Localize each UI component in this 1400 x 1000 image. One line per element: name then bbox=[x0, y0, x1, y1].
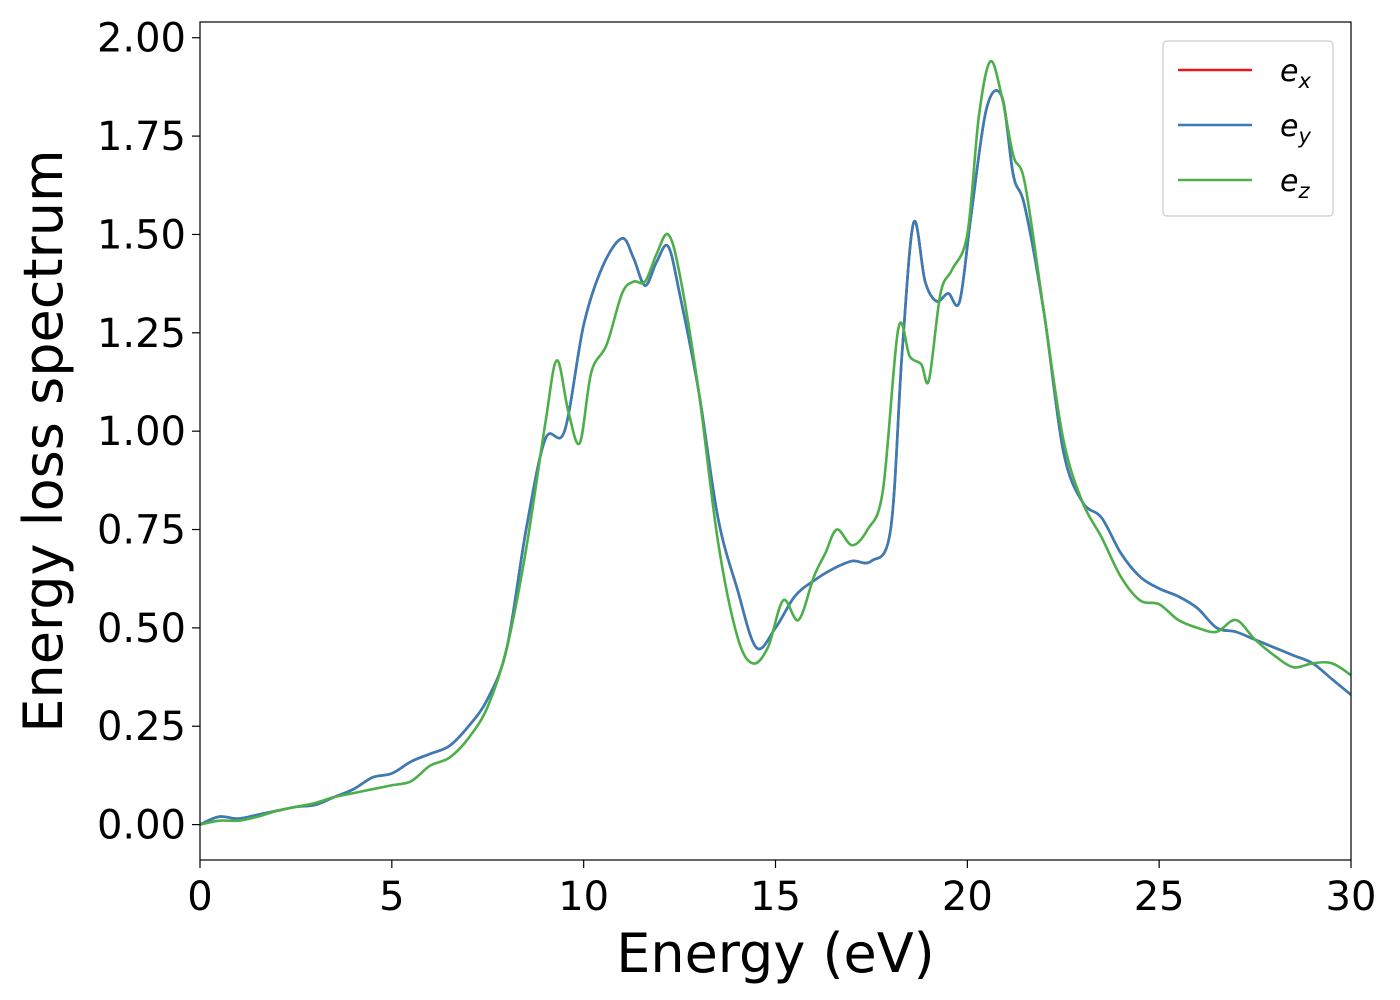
y-axis-label: Energy loss spectrum bbox=[12, 149, 75, 732]
y-tick-label: 1.00 bbox=[97, 409, 186, 455]
legend-label-e-z: ez bbox=[1280, 164, 1310, 203]
x-tick-label: 10 bbox=[558, 874, 609, 920]
y-tick-label: 2.00 bbox=[97, 16, 186, 62]
series-line-e-y bbox=[200, 89, 1351, 826]
y-tick-label: 0.25 bbox=[97, 704, 186, 750]
legend-box bbox=[1162, 40, 1334, 217]
y-axis-ticks: 0.00 0.25 0.50 0.75 1.00 1.25 1.50 1.75 2.00 bbox=[97, 16, 200, 849]
legend-label-e-x: ex bbox=[1280, 54, 1311, 93]
y-tick-label: 0.75 bbox=[97, 508, 186, 554]
y-tick-label: 1.75 bbox=[97, 114, 186, 160]
x-tick-label: 0 bbox=[187, 874, 212, 920]
x-tick-label: 5 bbox=[379, 874, 404, 920]
x-tick-label: 30 bbox=[1326, 874, 1377, 920]
legend-label-e-y: ey bbox=[1280, 109, 1311, 148]
y-tick-label: 0.00 bbox=[97, 803, 186, 849]
x-axis-label: Energy (eV) bbox=[616, 922, 935, 985]
y-tick-label: 1.50 bbox=[97, 212, 186, 258]
x-tick-label: 15 bbox=[750, 874, 801, 920]
y-tick-label: 1.25 bbox=[97, 311, 186, 357]
series-line-e-z bbox=[200, 59, 1351, 826]
x-axis-ticks: 0 5 10 15 20 25 30 bbox=[187, 860, 1376, 920]
x-tick-label: 25 bbox=[1134, 874, 1185, 920]
x-tick-label: 20 bbox=[942, 874, 993, 920]
legend: ex ey ez bbox=[1162, 40, 1334, 217]
y-tick-label: 0.50 bbox=[97, 606, 186, 652]
series-layer bbox=[200, 59, 1351, 826]
